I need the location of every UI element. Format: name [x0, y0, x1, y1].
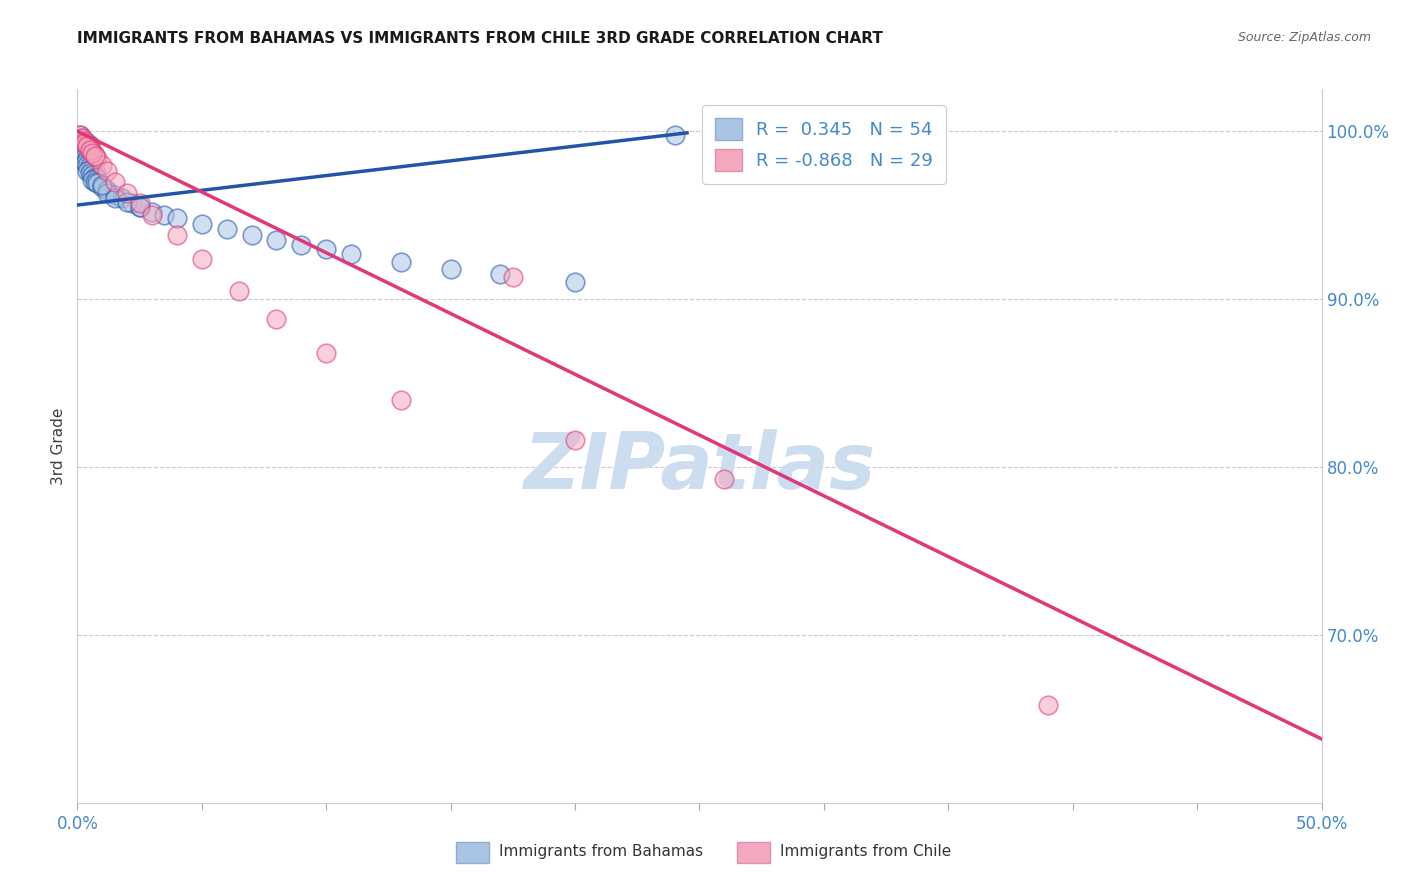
Point — [73, 156, 96, 170]
Point — [79, 160, 101, 174]
Point — [82, 145, 104, 159]
Point — [240, 228, 263, 243]
Point — [315, 242, 337, 256]
Point — [79, 141, 101, 155]
Point — [191, 217, 214, 231]
Point — [389, 392, 412, 407]
Point — [86, 171, 108, 186]
Point — [72, 147, 94, 161]
Point — [215, 221, 238, 235]
Point — [72, 131, 94, 145]
Point — [83, 169, 105, 184]
Legend: R =  0.345   N = 54, R = -0.868   N = 29: R = 0.345 N = 54, R = -0.868 N = 29 — [702, 105, 946, 184]
Point — [83, 162, 105, 177]
Point — [83, 149, 105, 163]
Point — [128, 200, 150, 214]
Point — [79, 137, 101, 152]
Point — [104, 188, 127, 202]
Point — [82, 168, 104, 182]
Point — [69, 139, 91, 153]
Point — [82, 146, 104, 161]
Point — [111, 191, 134, 205]
Point — [389, 255, 412, 269]
Point — [128, 200, 150, 214]
Point — [141, 208, 163, 222]
Point — [96, 164, 118, 178]
Point — [69, 128, 91, 142]
Point — [115, 186, 138, 201]
Point — [191, 252, 214, 266]
Point — [664, 128, 686, 142]
Point — [96, 186, 118, 201]
Point — [69, 128, 91, 142]
Point — [82, 161, 104, 175]
Point — [166, 228, 188, 243]
Point — [73, 134, 96, 148]
Point — [121, 196, 143, 211]
Point — [489, 267, 512, 281]
Text: Immigrants from Bahamas: Immigrants from Bahamas — [499, 845, 703, 859]
Point — [79, 166, 101, 180]
Point — [96, 183, 118, 197]
Point — [79, 143, 101, 157]
Point — [72, 141, 94, 155]
Point — [73, 143, 96, 157]
Point — [266, 312, 288, 326]
Point — [73, 149, 96, 163]
Point — [104, 191, 127, 205]
Point — [564, 433, 586, 447]
Point — [72, 131, 94, 145]
Point — [340, 246, 363, 260]
Point — [76, 136, 98, 150]
Point — [79, 153, 101, 167]
Point — [73, 136, 96, 150]
Point — [266, 233, 288, 247]
Text: Source: ZipAtlas.com: Source: ZipAtlas.com — [1237, 31, 1371, 45]
Point — [1036, 698, 1059, 713]
Point — [290, 238, 312, 252]
Text: Immigrants from Chile: Immigrants from Chile — [780, 845, 952, 859]
Point — [76, 151, 98, 165]
Text: ZIPatlas: ZIPatlas — [523, 429, 876, 506]
Point — [104, 175, 127, 189]
Point — [153, 208, 176, 222]
Point — [228, 284, 250, 298]
Point — [440, 261, 463, 276]
Point — [86, 151, 108, 165]
Point — [115, 194, 138, 209]
Y-axis label: 3rd Grade: 3rd Grade — [51, 408, 66, 484]
Point — [76, 158, 98, 172]
Point — [82, 154, 104, 169]
Point — [82, 173, 104, 187]
Point — [86, 176, 108, 190]
Point — [76, 139, 98, 153]
Point — [76, 145, 98, 159]
Point — [502, 270, 524, 285]
Point — [166, 211, 188, 226]
Point — [141, 204, 163, 219]
Point — [91, 179, 114, 194]
Point — [83, 175, 105, 189]
Text: IMMIGRANTS FROM BAHAMAS VS IMMIGRANTS FROM CHILE 3RD GRADE CORRELATION CHART: IMMIGRANTS FROM BAHAMAS VS IMMIGRANTS FR… — [77, 31, 883, 46]
Point — [91, 158, 114, 172]
Point — [128, 196, 150, 211]
Point — [713, 472, 735, 486]
Point — [79, 146, 101, 161]
Point — [73, 134, 96, 148]
Point — [564, 275, 586, 289]
Point — [91, 178, 114, 192]
Point — [76, 137, 98, 152]
Point — [315, 346, 337, 360]
Point — [76, 164, 98, 178]
Point — [83, 147, 105, 161]
